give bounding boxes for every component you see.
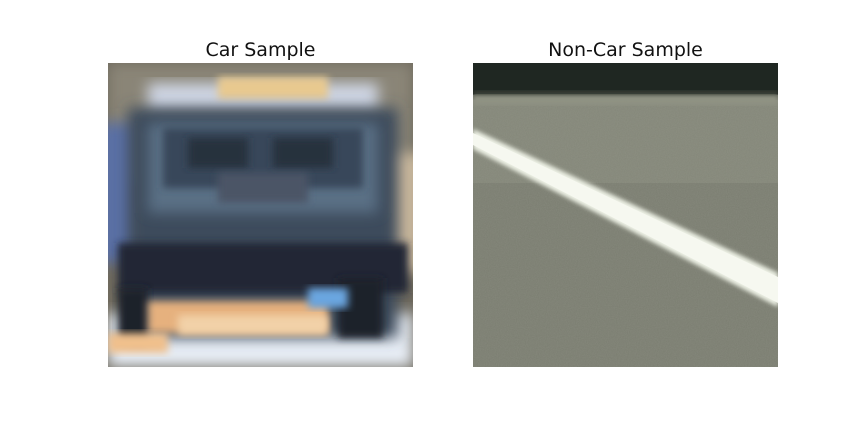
non-car-sample-image xyxy=(473,63,778,367)
car-sample-image xyxy=(108,63,413,367)
car-sample-title: Car Sample xyxy=(205,39,316,61)
non-car-sample-title: Non-Car Sample xyxy=(548,39,703,61)
